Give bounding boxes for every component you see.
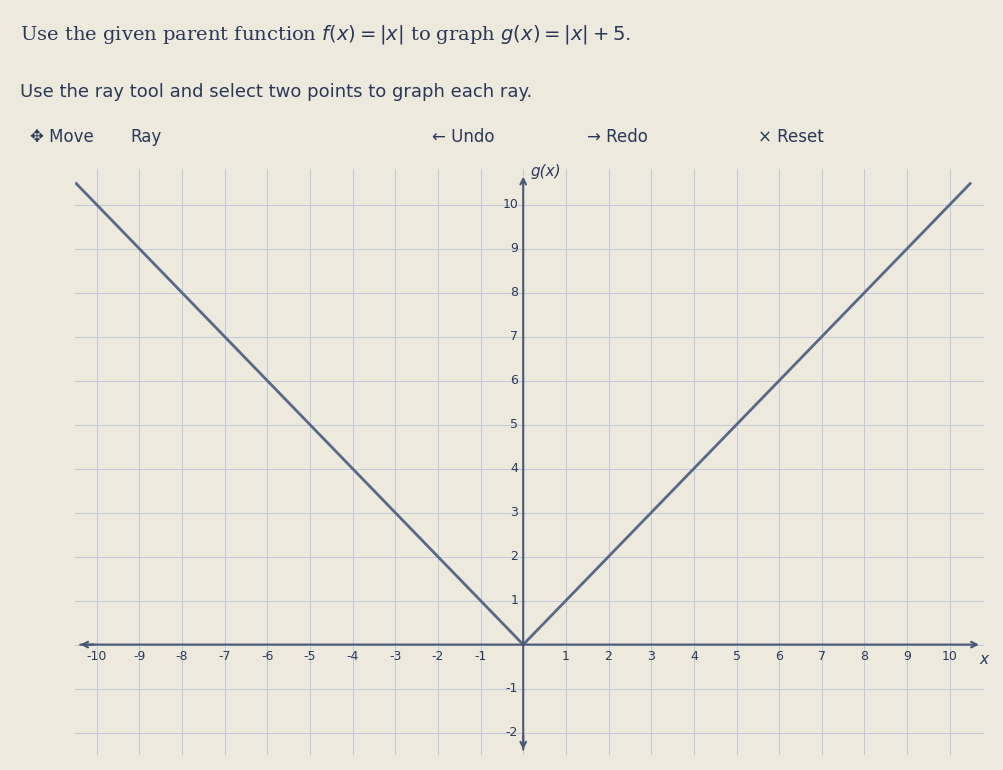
Text: 2: 2 [510, 550, 518, 563]
Text: 6: 6 [774, 650, 782, 663]
Text: -1: -1 [506, 682, 518, 695]
Text: -2: -2 [431, 650, 443, 663]
Text: 9: 9 [510, 242, 518, 255]
Text: g(x): g(x) [531, 164, 561, 179]
Text: 10: 10 [502, 198, 518, 211]
Text: 6: 6 [510, 374, 518, 387]
Text: 7: 7 [510, 330, 518, 343]
Text: 5: 5 [510, 418, 518, 431]
Text: → Redo: → Redo [587, 128, 648, 146]
Text: 1: 1 [562, 650, 570, 663]
Text: x: x [979, 652, 987, 668]
Text: -4: -4 [346, 650, 358, 663]
Text: 10: 10 [941, 650, 957, 663]
Text: -3: -3 [388, 650, 401, 663]
Text: 4: 4 [689, 650, 697, 663]
Text: Use the given parent function $f(x) = |x|$ to graph $g(x) = |x| + 5$.: Use the given parent function $f(x) = |x… [20, 23, 630, 45]
Text: ← Undo: ← Undo [431, 128, 493, 146]
Text: -7: -7 [218, 650, 231, 663]
Text: -10: -10 [86, 650, 106, 663]
Text: -9: -9 [133, 650, 145, 663]
Text: 8: 8 [860, 650, 868, 663]
Text: -1: -1 [473, 650, 486, 663]
Text: -5: -5 [303, 650, 316, 663]
Text: 9: 9 [903, 650, 910, 663]
Text: 2: 2 [604, 650, 612, 663]
Text: 7: 7 [817, 650, 825, 663]
Text: -2: -2 [506, 726, 518, 739]
Text: -8: -8 [176, 650, 188, 663]
Text: Ray: Ray [130, 128, 161, 146]
Text: 3: 3 [510, 506, 518, 519]
Text: 5: 5 [732, 650, 740, 663]
Text: 3: 3 [647, 650, 655, 663]
Text: -6: -6 [261, 650, 273, 663]
Text: 4: 4 [510, 462, 518, 475]
Text: 8: 8 [510, 286, 518, 299]
Text: Use the ray tool and select two points to graph each ray.: Use the ray tool and select two points t… [20, 82, 532, 101]
Text: ✥ Move: ✥ Move [30, 128, 93, 146]
Text: 1: 1 [510, 594, 518, 607]
Text: × Reset: × Reset [757, 128, 822, 146]
